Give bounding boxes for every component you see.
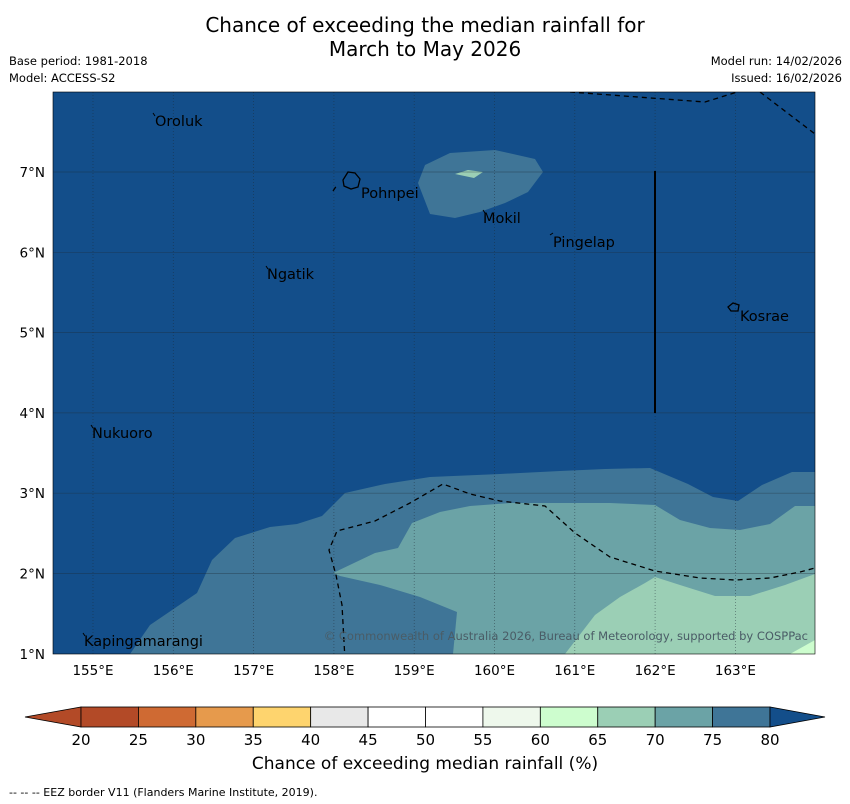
colorbar-segment [310,706,369,728]
map-title: Chance of exceeding the median rainfall … [0,13,850,61]
place-kosrae: Kosrae [740,309,789,325]
band-70-75-north [418,150,543,218]
colorbar-tick-label: 20 [71,731,90,749]
atoll-marks [82,112,554,637]
colorbar-extend-low [24,706,82,728]
lon-tick-label: 156°E [153,663,194,679]
title-line-2: March to May 2026 [328,37,522,61]
place-nukuoro: Nukuoro [92,426,153,442]
colorbar-tick-label: 55 [473,731,492,749]
lat-tick-label: 3°N [20,486,45,502]
colorbar-segment [654,706,713,728]
colorbar: 20 25 30 35 40 45 50 55 60 65 70 75 80 [24,706,826,749]
model-run: Model run: 14/02/2026 [710,54,842,68]
colorbar-tick-label: 35 [244,731,263,749]
band-60-65 [565,574,815,654]
colorbar-segment [425,706,484,728]
lat-tick-label: 2°N [20,567,45,583]
colorbar-tick-label: 60 [531,731,550,749]
colorbar-segment [597,706,656,728]
colorbar-tick-label: 70 [646,731,665,749]
colorbar-tick-label: 30 [186,731,205,749]
lat-tick-label: 4°N [20,406,45,422]
colorbar-segment [482,706,541,728]
lon-tick-label: 161°E [554,663,595,679]
meta-left: Base period: 1981-2018 Model: ACCESS-S2 [9,53,148,87]
meta-right: Model run: 14/02/2026 Issued: 16/02/2026 [711,53,842,87]
place-mokil: Mokil [483,211,521,227]
base-period: Base period: 1981-2018 [9,54,148,68]
map-area: Oroluk Pohnpei Mokil Pingelap Ngatik Kos… [53,92,815,654]
pohnpei-outline [342,171,361,190]
colorbar-tick-label: 65 [588,731,607,749]
colorbar-tick-label: 75 [703,731,722,749]
title-line-1: Chance of exceeding the median rainfall … [205,13,645,37]
colorbar-segment [252,706,312,728]
longitude-ticks: 155°E 156°E 157°E 158°E 159°E 160°E 161°E 162°E… [72,663,755,679]
lat-tick-label: 6°N [20,245,45,261]
latitude-ticks: 7°N 6°N 5°N 4°N 3°N 2°N 1°N [20,165,45,663]
colorbar-tick-label: 40 [301,731,320,749]
place-oroluk: Oroluk [155,114,203,130]
colorbar-segment [195,706,254,728]
lon-tick-label: 159°E [394,663,435,679]
colorbar-tick-label: 45 [359,731,378,749]
colorbar-tick-label: 80 [760,731,779,749]
place-pingelap: Pingelap [553,235,615,251]
colorbar-segment [539,706,599,728]
place-ngatik: Ngatik [267,267,315,283]
eez-border-north [569,92,740,103]
lon-tick-label: 155°E [72,663,113,679]
colorbar-tick-label: 50 [416,731,435,749]
colorbar-title: Chance of exceeding median rainfall (%) [251,754,599,774]
colorbar-segment [367,706,426,728]
colorbar-segment [138,706,197,728]
place-kapingamarangi: Kapingamarangi [84,634,203,650]
footer-note: -- -- -- EEZ border V11 (Flanders Marine… [9,786,318,799]
gridlines [53,92,815,654]
issued-date: Issued: 16/02/2026 [731,71,842,85]
colorbar-tick-label: 25 [129,731,148,749]
lon-tick-label: 160°E [474,663,515,679]
lon-tick-label: 163°E [715,663,756,679]
colorbar-extend-high [769,706,826,728]
eez-borders [328,92,815,654]
eez-border-northeast [759,92,815,135]
colorbar-segment [712,706,771,728]
lon-tick-label: 162°E [635,663,676,679]
band-55-60 [790,640,815,654]
model-name: Model: ACCESS-S2 [9,71,116,85]
kosrae-outline [727,302,740,312]
lat-tick-label: 1°N [20,647,45,663]
lat-tick-label: 7°N [20,165,45,181]
eez-border-south [328,483,815,654]
lat-tick-label: 5°N [20,326,45,342]
lon-tick-label: 158°E [313,663,354,679]
map-frame [52,91,816,655]
band-60-65-north [455,170,483,178]
copyright-notice: © Commonwealth of Australia 2026, Bureau… [324,629,808,643]
place-pohnpei: Pohnpei [361,186,419,202]
colorbar-segment [80,706,139,728]
eez-border-pohnpei [332,184,338,192]
lon-tick-label: 157°E [233,663,274,679]
